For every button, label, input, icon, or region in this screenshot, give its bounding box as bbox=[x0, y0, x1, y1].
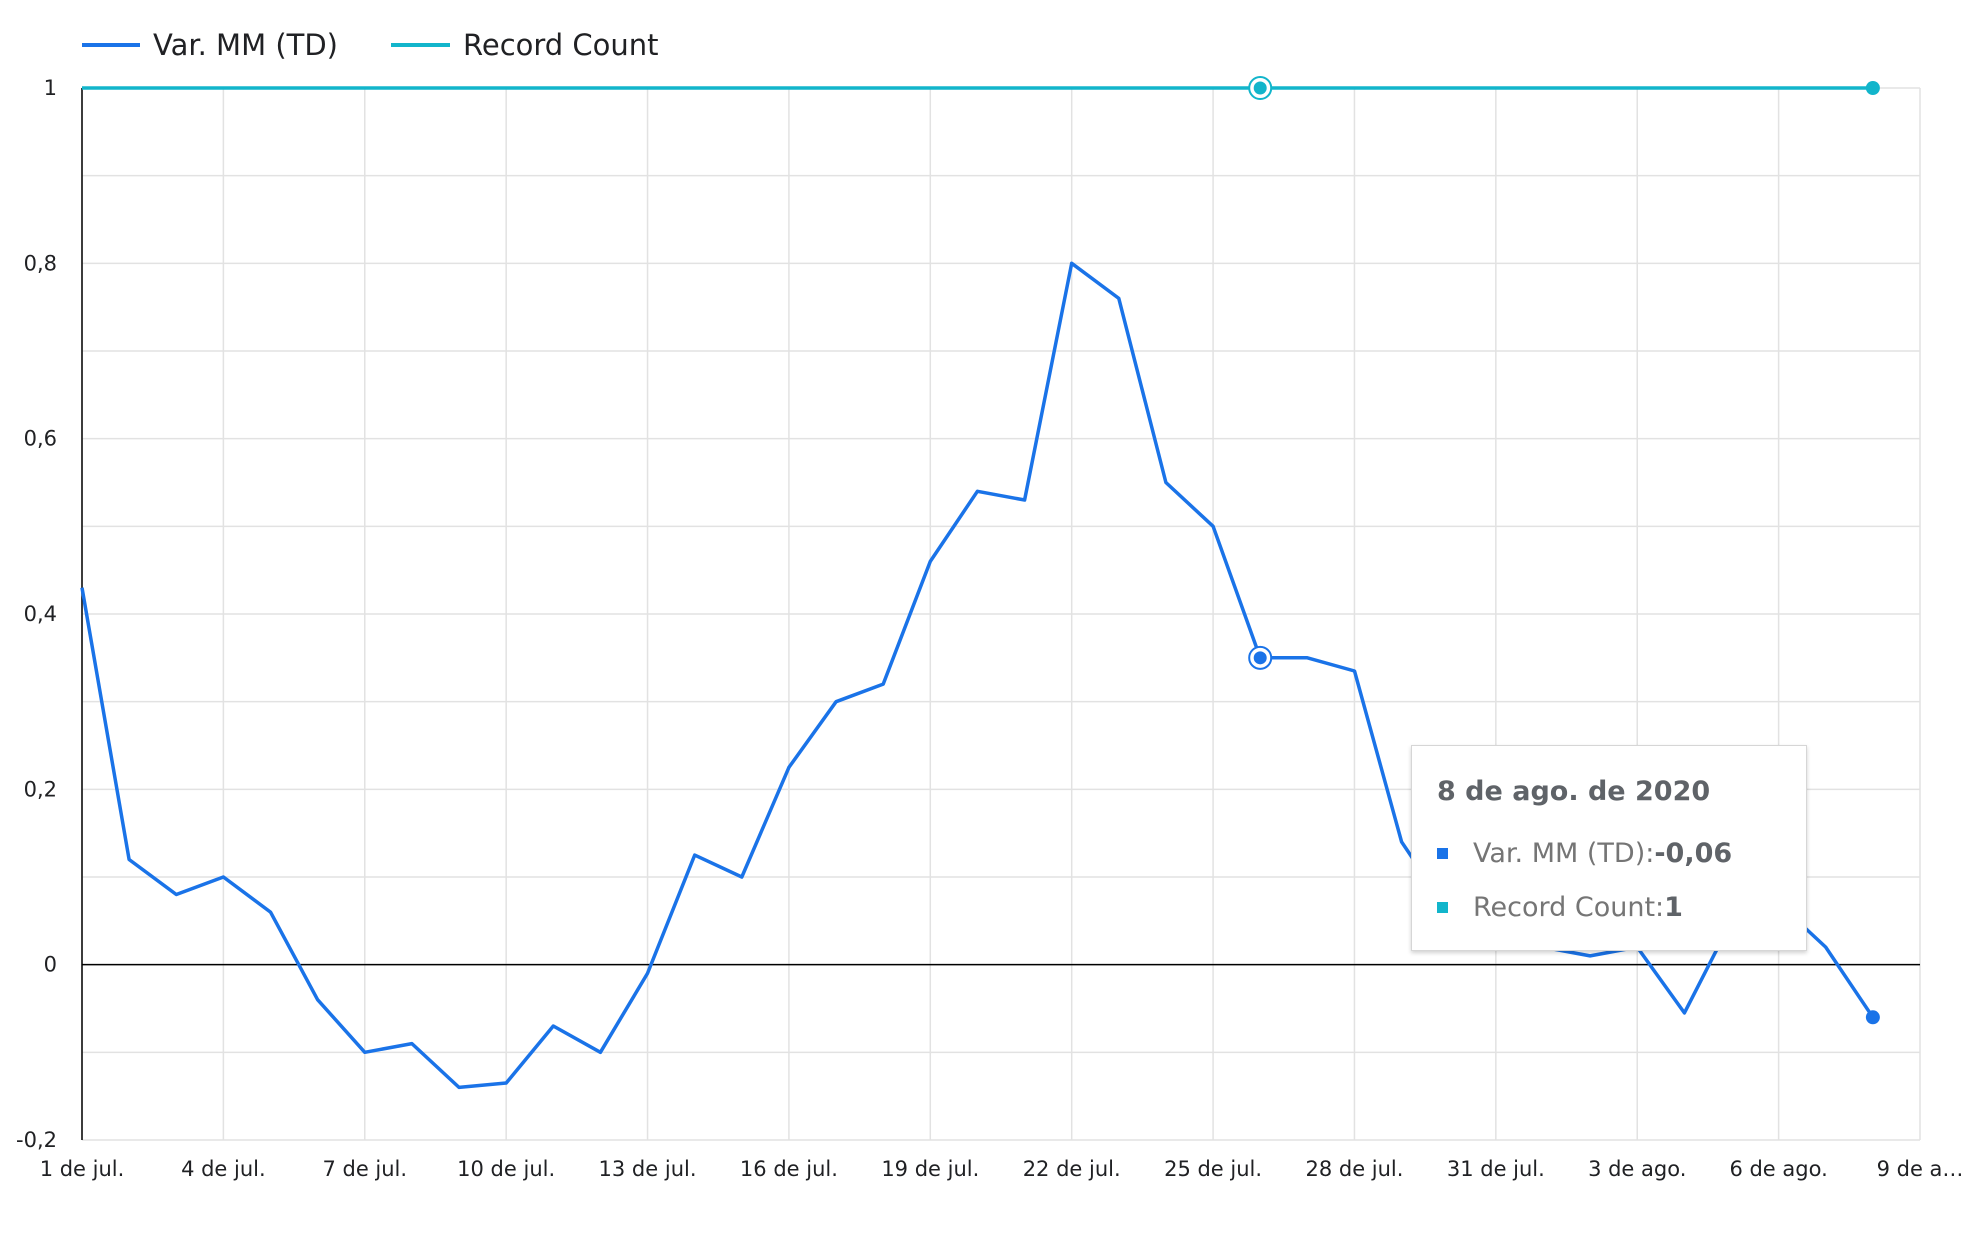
tooltip-value-var-mm: -0,06 bbox=[1654, 838, 1733, 869]
x-tick-label: 4 de jul. bbox=[181, 1157, 266, 1181]
chart-legend: Var. MM (TD) Record Count bbox=[82, 28, 659, 62]
x-tick-label: 9 de a… bbox=[1877, 1157, 1964, 1181]
chart-tooltip: 8 de ago. de 2020 Var. MM (TD): -0,06 Re… bbox=[1411, 745, 1807, 951]
x-tick-label: 13 de jul. bbox=[599, 1157, 697, 1181]
last-point-var-mm[interactable] bbox=[1865, 1010, 1880, 1025]
last-point-record-count[interactable] bbox=[1865, 81, 1880, 95]
y-tick-label: 0,8 bbox=[24, 251, 57, 275]
x-tick-label: 31 de jul. bbox=[1447, 1157, 1545, 1181]
legend-label-var-mm[interactable]: Var. MM (TD) bbox=[153, 28, 338, 62]
y-axis-labels: 1 0,8 0,6 0,4 0,2 0 -0,2 bbox=[16, 76, 57, 1152]
chart-markers bbox=[1248, 76, 1880, 1025]
x-tick-label: 19 de jul. bbox=[881, 1157, 979, 1181]
y-tick-label: -0,2 bbox=[16, 1128, 57, 1152]
y-tick-label: 0 bbox=[44, 953, 57, 977]
x-tick-label: 1 de jul. bbox=[40, 1157, 125, 1181]
highlight-point-record-count[interactable] bbox=[1253, 81, 1267, 95]
tooltip-label-var-mm: Var. MM (TD): bbox=[1473, 838, 1655, 869]
chart-grid bbox=[81, 87, 1921, 1141]
tooltip-label-record-count: Record Count: bbox=[1473, 892, 1665, 923]
tooltip-value-record-count: 1 bbox=[1664, 892, 1683, 923]
x-tick-label: 7 de jul. bbox=[322, 1157, 407, 1181]
x-tick-label: 3 de ago. bbox=[1588, 1157, 1686, 1181]
y-tick-label: 0,2 bbox=[24, 777, 57, 801]
highlight-point-var-mm[interactable] bbox=[1253, 651, 1267, 665]
x-tick-label: 10 de jul. bbox=[457, 1157, 555, 1181]
chart-series bbox=[80, 86, 1875, 1090]
y-tick-label: 0,4 bbox=[24, 602, 57, 626]
legend-label-record-count[interactable]: Record Count bbox=[463, 28, 659, 62]
tooltip-row-record-count: Record Count: 1 bbox=[1437, 892, 1683, 923]
tooltip-title: 8 de ago. de 2020 bbox=[1437, 776, 1711, 807]
series-line-var-mm[interactable] bbox=[80, 261, 1875, 1090]
y-tick-label: 1 bbox=[44, 76, 57, 100]
x-tick-label: 28 de jul. bbox=[1305, 1157, 1403, 1181]
y-tick-label: 0,6 bbox=[24, 427, 57, 451]
tooltip-swatch-record-count bbox=[1437, 902, 1448, 913]
x-tick-label: 25 de jul. bbox=[1164, 1157, 1262, 1181]
tooltip-swatch-var-mm bbox=[1437, 848, 1448, 859]
x-tick-label: 16 de jul. bbox=[740, 1157, 838, 1181]
x-axis-labels: 1 de jul. 4 de jul. 7 de jul. 10 de jul. 13 … bbox=[40, 1157, 1964, 1181]
x-tick-label: 22 de jul. bbox=[1023, 1157, 1121, 1181]
chart-axes bbox=[81, 88, 1920, 1140]
tooltip-row-var-mm: Var. MM (TD): -0,06 bbox=[1437, 838, 1732, 869]
x-tick-label: 6 de ago. bbox=[1729, 1157, 1827, 1181]
